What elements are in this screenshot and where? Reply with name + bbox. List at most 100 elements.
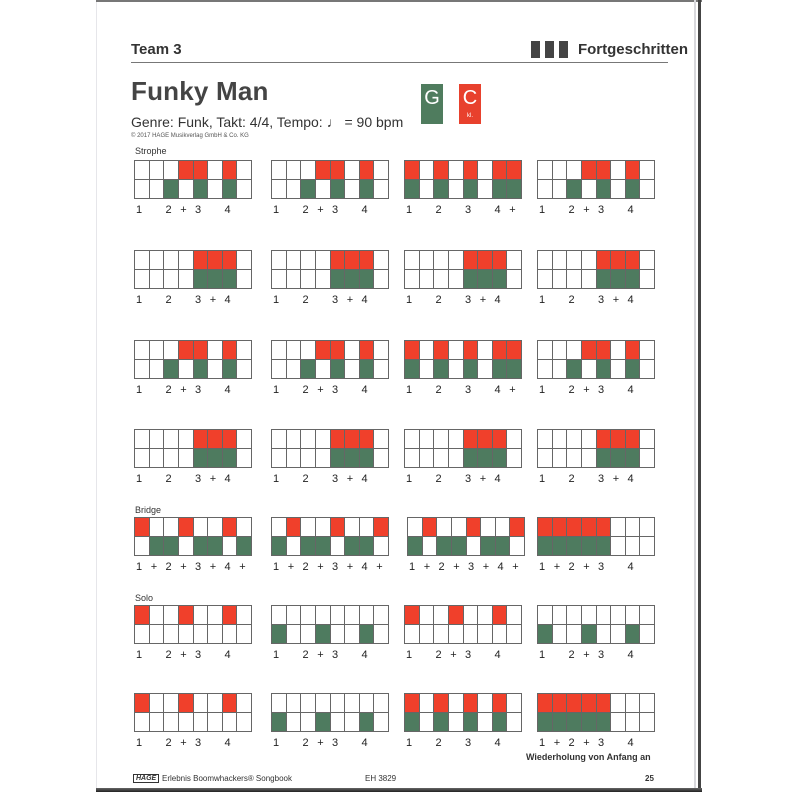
c-note-cell bbox=[419, 341, 435, 360]
c-note-cell bbox=[478, 430, 493, 449]
c-note-cell bbox=[149, 341, 165, 360]
measure: 1 2 +3 4 bbox=[271, 693, 389, 749]
c-note-cell bbox=[611, 251, 626, 270]
c-note-cell bbox=[463, 251, 479, 270]
beat-count: 4 bbox=[494, 294, 501, 306]
c-note-cell bbox=[345, 518, 360, 537]
c-note-cell bbox=[164, 694, 179, 713]
beat-count: 3 bbox=[465, 294, 472, 306]
g-note-cell bbox=[492, 360, 508, 379]
beat-count: 3 bbox=[598, 649, 605, 661]
beat-count bbox=[611, 649, 626, 661]
c-note-cell bbox=[345, 694, 360, 713]
beat-count: + bbox=[612, 473, 620, 485]
c-note-cell bbox=[567, 606, 582, 625]
c-note-cell bbox=[478, 606, 493, 625]
c-note-cell bbox=[164, 161, 179, 180]
beat-count: 1 bbox=[136, 204, 143, 216]
c-note-cell bbox=[640, 161, 655, 180]
beat-counts: 1 2 +3 4 bbox=[271, 649, 389, 661]
g-note-cell bbox=[492, 270, 508, 289]
c-note-cell bbox=[193, 694, 209, 713]
g-note-cell bbox=[478, 449, 493, 468]
beat-counts: 1 2 3 +4 bbox=[537, 473, 655, 485]
g-note-cell bbox=[640, 625, 655, 644]
g-note-cell bbox=[208, 713, 223, 732]
measure-grid bbox=[134, 517, 252, 556]
beat-count: 1 bbox=[273, 473, 280, 485]
c-note-cell bbox=[237, 251, 252, 270]
g-note-cell bbox=[507, 449, 522, 468]
g-note-cell bbox=[510, 537, 525, 556]
g-note-cell bbox=[301, 537, 316, 556]
beat-count bbox=[149, 473, 164, 485]
beat-counts: 1 2 3 4 + bbox=[404, 204, 522, 216]
g-note-cell bbox=[149, 537, 165, 556]
c-note-cell bbox=[451, 518, 467, 537]
g-note-cell bbox=[330, 360, 346, 379]
c-note-cell bbox=[596, 341, 612, 360]
c-note-cell bbox=[178, 694, 194, 713]
c-note-cell bbox=[286, 518, 302, 537]
c-note-cell bbox=[345, 161, 360, 180]
g-note-cell bbox=[272, 713, 287, 732]
c-note-cell bbox=[463, 606, 479, 625]
g-note-cell bbox=[222, 713, 238, 732]
c-note-cell bbox=[330, 518, 346, 537]
g-note-cell bbox=[408, 537, 423, 556]
beat-count bbox=[345, 204, 360, 216]
c-note-cell bbox=[315, 694, 331, 713]
beat-count: 1 bbox=[406, 384, 413, 396]
c-note-cell bbox=[478, 161, 493, 180]
beat-count: + bbox=[346, 294, 354, 306]
beat-counts: 1 2 3 +4 bbox=[537, 294, 655, 306]
g-note-cell bbox=[507, 360, 522, 379]
beat-count: 3 bbox=[332, 384, 339, 396]
beat-count: 1 bbox=[273, 737, 280, 749]
beat-count bbox=[507, 473, 522, 485]
beat-counts: 1 2 +3 4 bbox=[134, 204, 252, 216]
c-note-cell bbox=[448, 251, 464, 270]
c-note-cell bbox=[596, 518, 612, 537]
c-note-cell bbox=[538, 161, 553, 180]
c-note-cell bbox=[567, 341, 582, 360]
g-note-cell bbox=[374, 270, 389, 289]
c-note-cell bbox=[237, 161, 252, 180]
beat-count: 4 bbox=[224, 384, 231, 396]
beat-counts: 1 2 +3 4 bbox=[134, 737, 252, 749]
g-note-cell bbox=[135, 625, 150, 644]
measure-grid bbox=[404, 429, 522, 468]
c-note-cell bbox=[178, 251, 194, 270]
beat-count: 4 bbox=[224, 561, 231, 573]
c-note-cell bbox=[405, 161, 420, 180]
beat-count: + bbox=[239, 561, 246, 573]
c-note-cell bbox=[611, 341, 626, 360]
c-note-cell bbox=[611, 694, 626, 713]
beat-count: 1 bbox=[273, 649, 280, 661]
g-note-cell bbox=[135, 270, 150, 289]
beat-count: 2 bbox=[165, 294, 172, 306]
g-note-cell bbox=[492, 713, 508, 732]
g-note-cell bbox=[272, 537, 287, 556]
g-note-cell bbox=[567, 537, 582, 556]
page-number: 25 bbox=[645, 774, 654, 783]
c-note-cell bbox=[286, 430, 302, 449]
beat-count: + bbox=[209, 473, 217, 485]
g-note-cell bbox=[640, 360, 655, 379]
book-title: Erlebnis Boomwhackers® Songbook bbox=[162, 774, 292, 783]
beat-count bbox=[286, 204, 301, 216]
c-note-cell bbox=[237, 694, 252, 713]
beat-count: 3 bbox=[195, 737, 202, 749]
c-note-cell bbox=[272, 606, 287, 625]
measure: 1 2 3 +4 bbox=[271, 429, 389, 485]
c-note-cell bbox=[237, 518, 252, 537]
c-note-cell bbox=[222, 694, 238, 713]
beat-count: 3 bbox=[598, 294, 605, 306]
c-note-cell bbox=[408, 518, 423, 537]
g-note-cell bbox=[640, 270, 655, 289]
g-note-cell bbox=[507, 625, 522, 644]
beat-count: 2 bbox=[165, 737, 172, 749]
g-note-cell bbox=[463, 449, 479, 468]
c-note-cell bbox=[208, 430, 223, 449]
g-note-cell bbox=[237, 449, 252, 468]
